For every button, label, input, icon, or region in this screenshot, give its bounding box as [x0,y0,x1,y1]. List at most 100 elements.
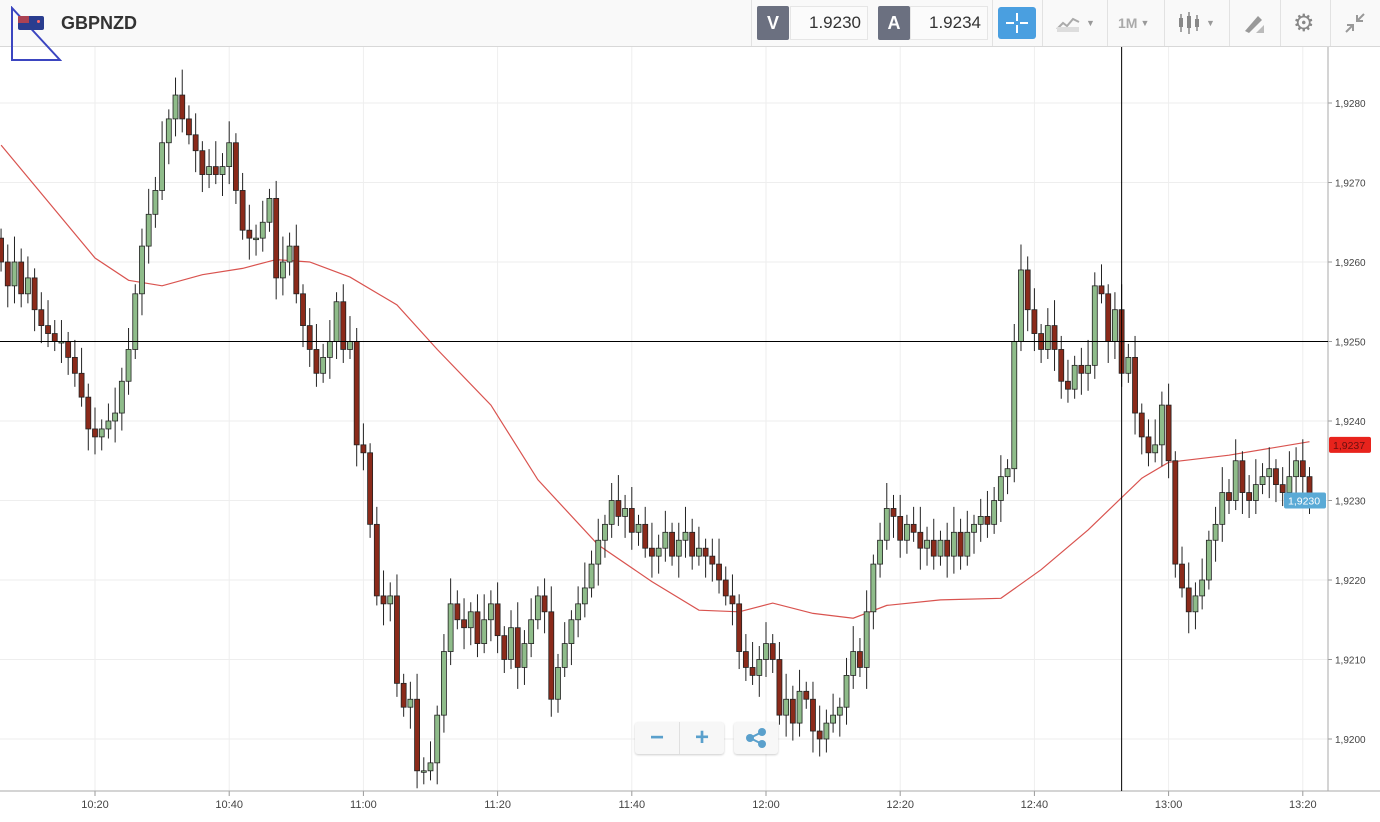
candle-down [1185,587,1192,613]
timeframe-dropdown[interactable]: 1M ▼ [1118,10,1149,36]
candle-up [1219,492,1226,525]
candle-down [1279,484,1286,493]
candle-up [1232,460,1239,501]
candle-down [501,635,508,660]
candle-down [1246,492,1253,501]
candle-down [1132,356,1138,414]
timeframe-label: 1M [1118,15,1138,31]
candle-down [179,94,186,120]
drawing-tools-button[interactable] [1242,10,1266,36]
chevron-down-icon: ▼ [1206,18,1215,28]
y-tick-label: 1,9280 [1335,99,1366,110]
candle-down [890,508,897,517]
divider [1330,0,1331,46]
divider [1164,0,1165,46]
chevron-down-icon: ▼ [1140,18,1150,28]
y-tick-label: 1,9240 [1335,417,1366,428]
share-button[interactable] [734,722,778,754]
candle-up [420,770,427,773]
candle-down [78,372,85,398]
candle-up [105,420,112,430]
candle-down [910,523,917,533]
candle-up [622,508,628,517]
candle-down [45,325,51,334]
settings-button[interactable]: ⚙ [1293,10,1315,37]
buy-label[interactable]: A [878,6,910,40]
candle-up [1192,595,1199,613]
candle-down [736,603,743,652]
candle-up [165,118,172,144]
candle-down [944,539,951,557]
compare-button[interactable]: ▼ [1055,10,1095,36]
price-chart[interactable]: 10:20 10:40 11:00 11:20 11:40 12:00 12:20 12:40… [0,47,1380,822]
candle-down [360,444,367,454]
candle-down [1172,460,1179,565]
candle-up [481,619,488,645]
candle-up [279,261,286,279]
candle-down [716,563,722,581]
chart-type-dropdown[interactable]: ▼ [1177,10,1215,36]
candle-down [897,515,904,541]
candle-down [494,603,501,637]
candle-up [1199,579,1206,597]
candle-up [226,142,233,168]
y-tick-label: 1,9270 [1335,179,1366,190]
candle-down [380,595,387,605]
candle-up [1259,476,1266,485]
candle-down [689,531,696,557]
candle-down [749,667,756,676]
candle-up [118,380,125,414]
candle-up [937,539,944,557]
candle-down [857,651,863,668]
zoom-controls: − + [635,722,724,754]
compare-chart-icon [1056,17,1080,32]
candle-down [233,142,239,191]
candle-down [917,531,924,549]
candle-down [212,166,219,175]
candle-down [702,547,709,557]
crosshair-button[interactable] [998,7,1036,39]
candle-down [803,690,810,700]
y-tick-label: 1,9200 [1335,735,1366,746]
y-tick-label: 1,9220 [1335,576,1366,587]
candle-down [199,150,206,175]
candle-down [729,595,736,605]
x-tick-label: 12:40 [1021,799,1049,811]
candle-down [246,229,253,239]
candle-down [353,341,360,446]
candle-up [608,500,615,525]
candle-down [71,356,78,374]
corner-triangle-icon [11,6,62,61]
candle-up [1112,309,1118,342]
candle-down [930,539,937,557]
zoom-in-button[interactable]: + [694,724,709,751]
candle-up [1085,364,1091,374]
sell-price[interactable]: 1.9230 [790,6,868,40]
candle-down [789,698,796,724]
instrument-symbol[interactable]: GBPNZD [61,13,137,33]
candle-up [441,651,447,716]
candle-up [1044,325,1051,350]
collapse-button[interactable] [1343,10,1367,36]
candle-up [1212,523,1219,541]
candle-down [186,118,192,136]
divider [1042,0,1043,46]
candle-up [823,722,830,740]
candle-up [662,531,669,549]
candle-up [333,301,340,342]
candle-down [1179,563,1185,589]
x-tick-label: 12:20 [886,799,914,811]
sell-label[interactable]: V [757,6,789,40]
candle-down [548,611,555,700]
divider [1107,0,1108,46]
zoom-out-button[interactable]: − [635,722,680,754]
candle-down [85,396,92,430]
candle-up [1091,285,1098,366]
candle-down [669,531,675,557]
buy-price[interactable]: 1.9234 [910,6,988,40]
candle-up [595,539,602,565]
flag-gb-nz-icon [18,16,44,30]
candle-down [984,515,991,525]
candle-up [1205,539,1212,581]
drawing-tools-icon [1245,16,1264,33]
